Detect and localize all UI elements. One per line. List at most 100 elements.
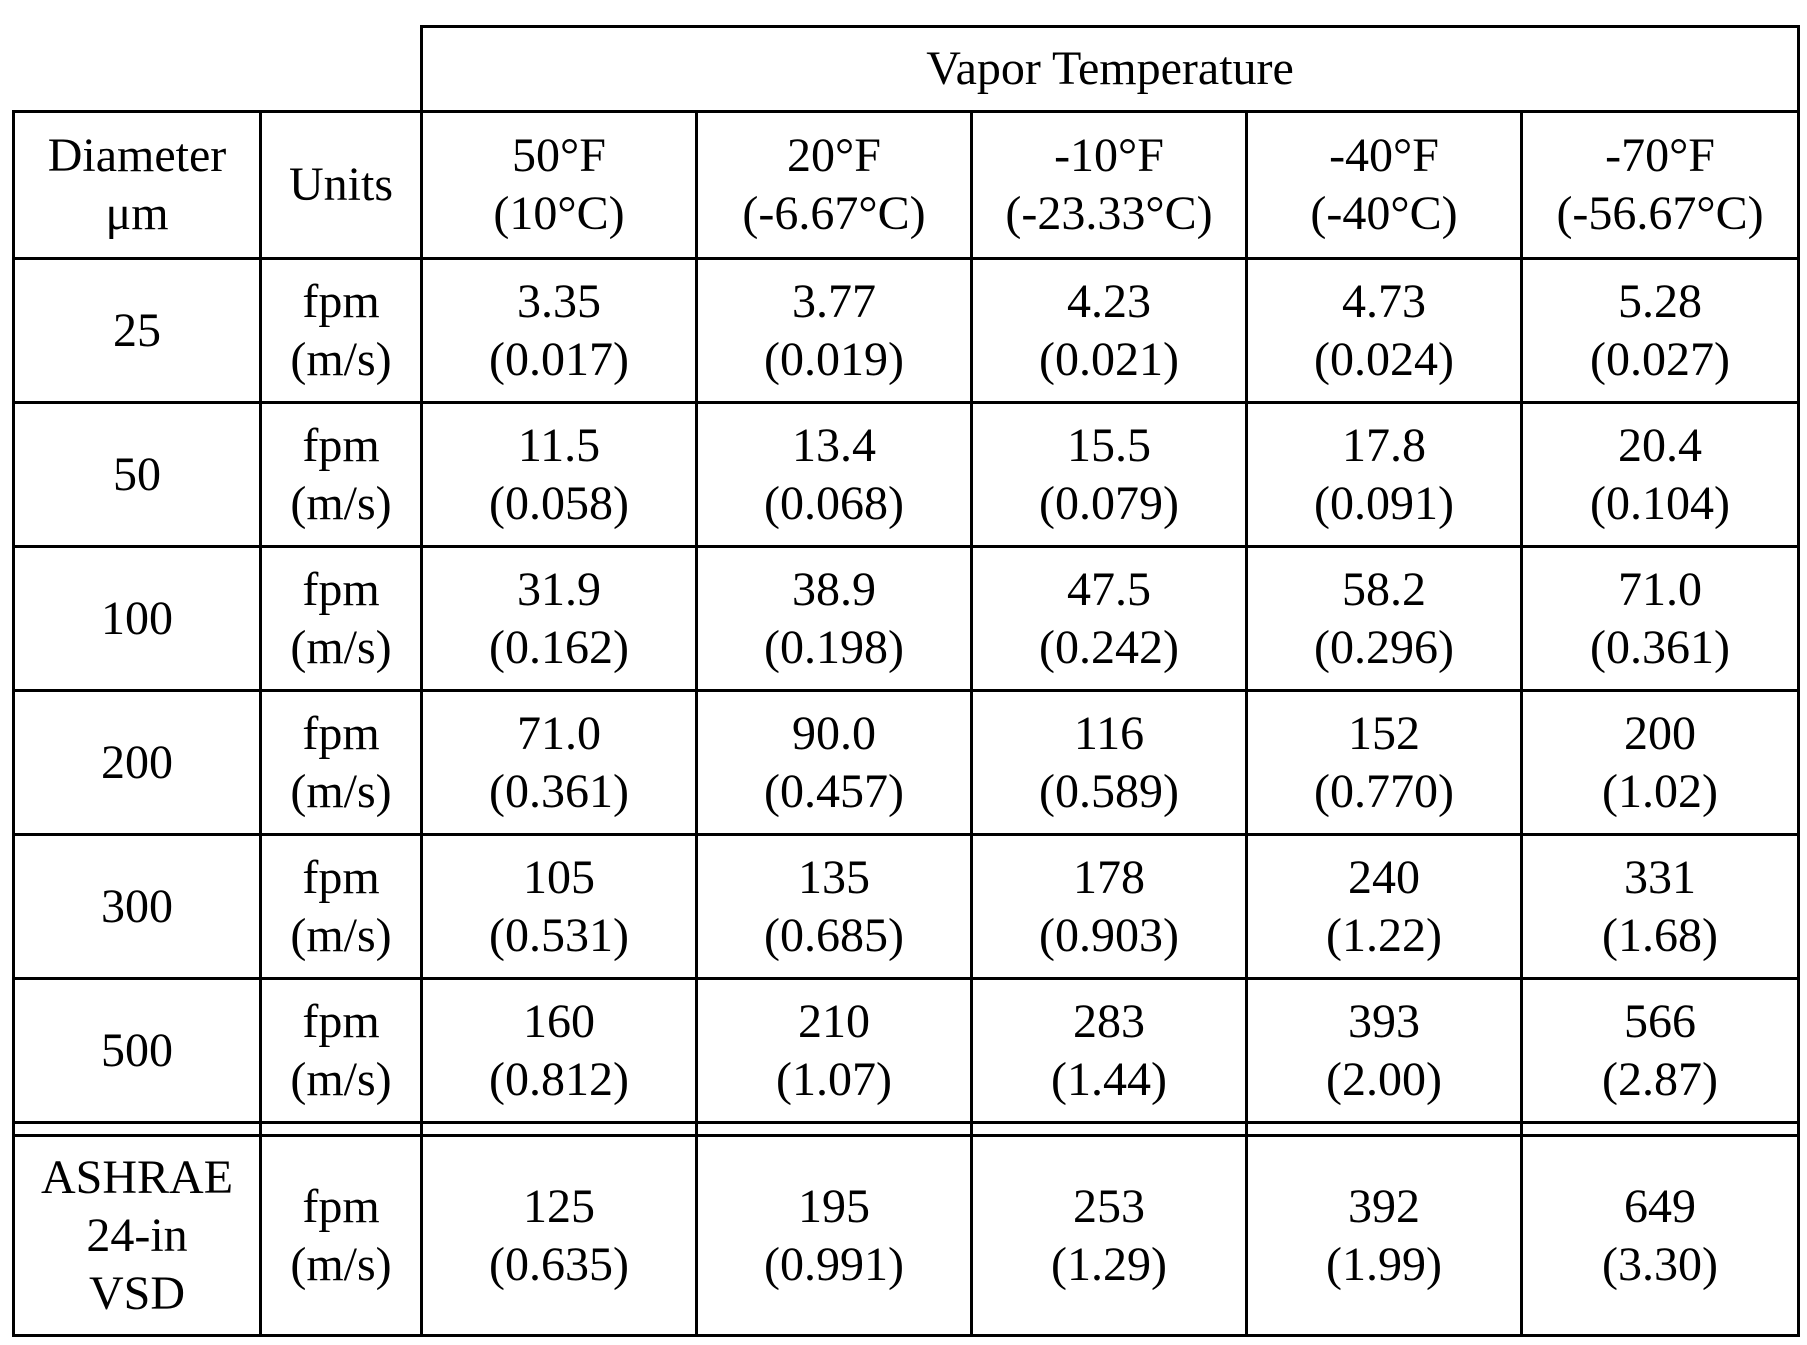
- units-cell: fpm (m/s): [261, 403, 422, 547]
- value-cell: 31.9 (0.162): [422, 547, 697, 691]
- value-cell: 135 (0.685): [697, 835, 972, 979]
- value-cell: 125 (0.635): [422, 1136, 697, 1336]
- table-row: 200 fpm (m/s) 71.0 (0.361) 90.0 (0.457) 116 (0.5…: [14, 691, 1799, 835]
- table-row: 500 fpm (m/s) 160 (0.812) 210 (1.07) 283 (1.44) 3…: [14, 979, 1799, 1123]
- temp-header-f: 20°F: [698, 127, 970, 185]
- value-cell: 15.5 (0.079): [972, 403, 1247, 547]
- diameter-cell: 50: [14, 403, 261, 547]
- value-cell-line-1: 283: [973, 993, 1245, 1051]
- temp-header-f: -40°F: [1248, 127, 1520, 185]
- temp-header-c: (-23.33°C): [973, 185, 1245, 243]
- value-cell-line-2: (0.361): [423, 763, 695, 821]
- value-cell: 71.0 (0.361): [1522, 547, 1799, 691]
- value-cell-line-2: (0.685): [698, 907, 970, 965]
- value-cell: 566 (2.87): [1522, 979, 1799, 1123]
- value-cell: 210 (1.07): [697, 979, 972, 1123]
- temp-header-c: (-40°C): [1248, 185, 1520, 243]
- value-cell-line-2: (0.198): [698, 619, 970, 677]
- value-cell: 20.4 (0.104): [1522, 403, 1799, 547]
- value-cell-line-1: 71.0: [1523, 561, 1797, 619]
- value-cell-line-1: 3.35: [423, 273, 695, 331]
- value-cell-line-2: (0.361): [1523, 619, 1797, 677]
- value-cell-line-2: (1.07): [698, 1051, 970, 1109]
- value-cell-line-1: 566: [1523, 993, 1797, 1051]
- value-cell: 71.0 (0.361): [422, 691, 697, 835]
- diameter-header: Diameter μm: [14, 112, 261, 259]
- group-header-row: Vapor Temperature: [14, 27, 1799, 112]
- value-cell-line-1: 178: [973, 849, 1245, 907]
- temp-header-f: -70°F: [1523, 127, 1797, 185]
- units-cell: fpm (m/s): [261, 1136, 422, 1336]
- spacer-cell: [697, 1123, 972, 1136]
- value-cell: 152 (0.770): [1247, 691, 1522, 835]
- value-cell-line-1: 17.8: [1248, 417, 1520, 475]
- value-cell: 11.5 (0.058): [422, 403, 697, 547]
- value-cell-line-1: 125: [423, 1178, 695, 1236]
- units-cell-line-2: (m/s): [262, 331, 420, 389]
- units-cell-line-1: fpm: [262, 993, 420, 1051]
- value-cell-line-2: (0.242): [973, 619, 1245, 677]
- ashrae-label-line-3: VSD: [15, 1265, 259, 1323]
- units-cell-line-1: fpm: [262, 561, 420, 619]
- value-cell-line-2: (0.068): [698, 475, 970, 533]
- ashrae-label-cell: ASHRAE 24-in VSD: [14, 1136, 261, 1336]
- spacer-cell: [1247, 1123, 1522, 1136]
- temp-header-4: -70°F (-56.67°C): [1522, 112, 1799, 259]
- units-cell-line-1: fpm: [262, 1178, 420, 1236]
- value-cell-line-2: (0.027): [1523, 331, 1797, 389]
- value-cell: 160 (0.812): [422, 979, 697, 1123]
- value-cell: 392 (1.99): [1247, 1136, 1522, 1336]
- value-cell-line-2: (0.024): [1248, 331, 1520, 389]
- spacer-cell: [14, 1123, 261, 1136]
- empty-corner-cell: [14, 27, 422, 112]
- value-cell-line-1: 58.2: [1248, 561, 1520, 619]
- temp-header-2: -10°F (-23.33°C): [972, 112, 1247, 259]
- value-cell: 116 (0.589): [972, 691, 1247, 835]
- diameter-cell: 500: [14, 979, 261, 1123]
- value-cell-line-2: (0.457): [698, 763, 970, 821]
- double-rule-spacer: [14, 1123, 1799, 1136]
- table-row: 300 fpm (m/s) 105 (0.531) 135 (0.685) 178 (0.903…: [14, 835, 1799, 979]
- value-cell: 331 (1.68): [1522, 835, 1799, 979]
- value-cell-line-2: (2.87): [1523, 1051, 1797, 1109]
- diameter-header-line-2: μm: [15, 185, 259, 243]
- value-cell-line-2: (0.058): [423, 475, 695, 533]
- value-cell: 200 (1.02): [1522, 691, 1799, 835]
- vapor-temperature-table: Vapor Temperature Diameter μm Units 50°F…: [12, 25, 1800, 1337]
- value-cell-line-2: (0.991): [698, 1236, 970, 1294]
- value-cell-line-1: 90.0: [698, 705, 970, 763]
- value-cell-line-2: (0.019): [698, 331, 970, 389]
- value-cell: 47.5 (0.242): [972, 547, 1247, 691]
- value-cell-line-1: 160: [423, 993, 695, 1051]
- units-cell-line-1: fpm: [262, 849, 420, 907]
- value-cell-line-1: 210: [698, 993, 970, 1051]
- value-cell: 90.0 (0.457): [697, 691, 972, 835]
- value-cell-line-1: 116: [973, 705, 1245, 763]
- value-cell-line-2: (0.531): [423, 907, 695, 965]
- value-cell: 178 (0.903): [972, 835, 1247, 979]
- vapor-temperature-table-container: Vapor Temperature Diameter μm Units 50°F…: [12, 25, 1797, 1337]
- value-cell-line-1: 4.23: [973, 273, 1245, 331]
- units-cell-line-2: (m/s): [262, 619, 420, 677]
- units-cell-line-1: fpm: [262, 705, 420, 763]
- value-cell-line-2: (0.021): [973, 331, 1245, 389]
- vapor-temperature-header: Vapor Temperature: [422, 27, 1799, 112]
- value-cell-line-1: 13.4: [698, 417, 970, 475]
- table-row: 100 fpm (m/s) 31.9 (0.162) 38.9 (0.198) 47.5 (0.…: [14, 547, 1799, 691]
- temp-header-0: 50°F (10°C): [422, 112, 697, 259]
- spacer-cell: [422, 1123, 697, 1136]
- value-cell-line-2: (0.812): [423, 1051, 695, 1109]
- units-cell: fpm (m/s): [261, 835, 422, 979]
- value-cell-line-1: 15.5: [973, 417, 1245, 475]
- value-cell-line-1: 393: [1248, 993, 1520, 1051]
- spacer-cell: [261, 1123, 422, 1136]
- value-cell-line-1: 200: [1523, 705, 1797, 763]
- value-cell-line-2: (1.68): [1523, 907, 1797, 965]
- units-cell: fpm (m/s): [261, 691, 422, 835]
- value-cell: 105 (0.531): [422, 835, 697, 979]
- value-cell-line-2: (0.104): [1523, 475, 1797, 533]
- units-cell: fpm (m/s): [261, 547, 422, 691]
- ashrae-label-line-2: 24-in: [15, 1207, 259, 1265]
- value-cell: 58.2 (0.296): [1247, 547, 1522, 691]
- temp-header-3: -40°F (-40°C): [1247, 112, 1522, 259]
